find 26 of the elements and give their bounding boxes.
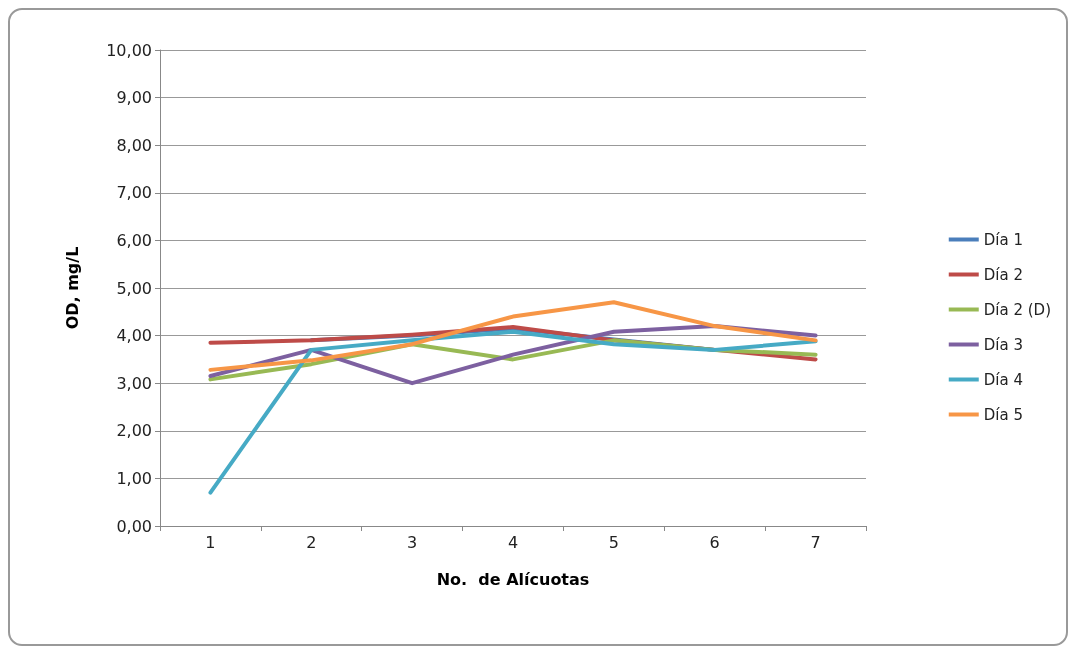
y-tick-label: 3,00 (116, 373, 152, 393)
y-tick-label: 7,00 (116, 183, 152, 203)
x-tick-label: 7 (810, 532, 821, 552)
x-tick-label: 4 (507, 532, 519, 552)
y-tick-label: 4,00 (116, 326, 152, 346)
x-tick-label: 6 (709, 532, 720, 552)
legend-label: Día 4 (983, 370, 1023, 389)
legend-label: Día 1 (983, 230, 1023, 249)
y-tick-label: 8,00 (116, 135, 152, 155)
legend-label: Día 2 (D) (983, 300, 1052, 319)
x-tick-label: 3 (407, 532, 418, 552)
y-tick-label: 5,00 (116, 278, 152, 298)
x-axis-title: No. de Alícuotas (436, 569, 590, 589)
x-tick-label: 2 (306, 532, 317, 552)
y-tick-label: 1,00 (116, 468, 152, 488)
y-tick-label: 6,00 (116, 230, 152, 250)
legend-label: Día 3 (983, 335, 1023, 354)
x-tick-label: 1 (205, 532, 216, 552)
legend-label: Día 5 (983, 405, 1023, 424)
y-tick-label: 0,00 (116, 516, 152, 536)
y-axis-title: OD, mg/L (62, 246, 82, 330)
legend-label: Día 2 (983, 265, 1023, 284)
y-tick-label: 10,00 (106, 40, 152, 60)
y-tick-label: 9,00 (116, 88, 152, 108)
y-tick-label: 2,00 (116, 421, 152, 441)
x-tick-label: 5 (608, 532, 619, 552)
